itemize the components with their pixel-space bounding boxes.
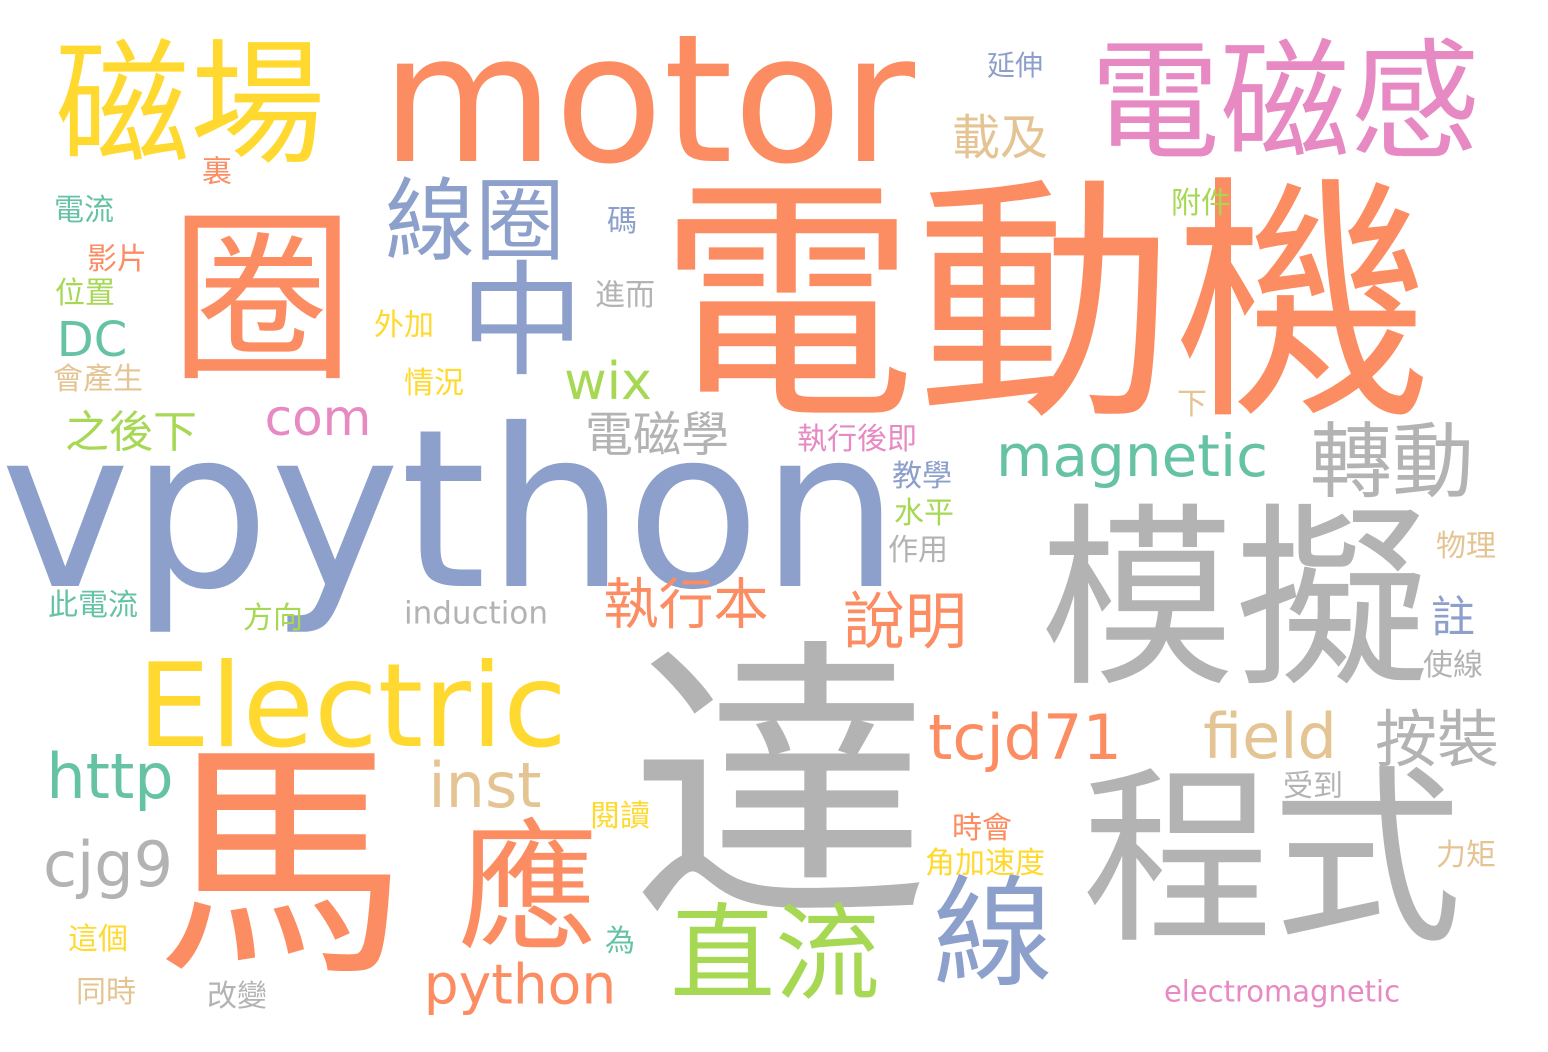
word-vpython: vpython: [0, 382, 900, 638]
word-zhixingben: 執行本: [603, 572, 769, 637]
word-jiaojiasudu: 角加速度: [925, 846, 1045, 881]
word-electric: Electric: [137, 639, 567, 774]
word-induction: induction: [403, 595, 549, 632]
word-xia: 下: [1177, 387, 1207, 422]
word-electromagnetic: electromagnetic: [1163, 974, 1401, 1009]
word-zhege: 這個: [68, 922, 128, 957]
word-cjg9: cjg9: [42, 828, 174, 901]
word-xianquan: 線圈: [385, 169, 565, 274]
word-fujian: 附件: [1171, 186, 1231, 221]
word-shoudao: 受到: [1283, 769, 1343, 804]
word-magnetic: magnetic: [995, 422, 1269, 490]
word-chengshi: 程式: [1081, 749, 1463, 970]
word-yanshen: 延伸: [986, 49, 1044, 82]
word-http: http: [46, 740, 174, 813]
word-jiner: 進而: [595, 278, 655, 313]
word-zuoyong: 作用: [888, 533, 948, 568]
word-diancixue: 電磁學: [584, 407, 730, 463]
word-dianliu: 電流: [54, 193, 114, 228]
word-zhixinghouji: 執行後即: [797, 422, 917, 457]
word-shixian: 使線: [1423, 648, 1483, 683]
word-liju: 力矩: [1436, 838, 1496, 873]
word-li: 裏: [196, 155, 231, 185]
word-tcjd71: tcjd71: [928, 701, 1122, 774]
word-jiaoxue: 教學: [892, 459, 952, 494]
word-shuiping: 水平: [894, 496, 954, 531]
word-weizhi: 位置: [55, 276, 115, 311]
word-com: com: [264, 389, 372, 447]
word-zhu: 註: [1431, 592, 1475, 643]
word-yuedu: 閱讀: [590, 799, 650, 834]
word-qingkuang: 情況: [404, 366, 464, 401]
word-ma2: 碼: [607, 204, 637, 239]
word-cidianliu: 此電流: [48, 588, 138, 623]
word-moni: 模擬: [1040, 486, 1430, 714]
word-da: 達: [630, 615, 930, 964]
word-motor: motor: [380, 0, 916, 203]
word-tongshi: 同時: [76, 975, 136, 1010]
word-yingpian: 影片: [87, 242, 147, 277]
word-zhihouxia: 之後下: [65, 407, 197, 458]
word-diandongji: 電動機: [658, 155, 1432, 455]
word-fangxiang: 方向: [243, 601, 303, 636]
word-shuoming: 說明: [842, 585, 968, 658]
word-wei: 為: [605, 924, 635, 959]
word-diancigan: 電磁感: [1089, 26, 1481, 178]
word-inst: inst: [428, 749, 542, 822]
word-cichang: 磁場: [55, 26, 325, 184]
word-field: field: [1203, 700, 1337, 773]
word-ying: 應: [457, 808, 599, 971]
word-waijia: 外加: [374, 308, 434, 343]
word-wix: wix: [564, 352, 652, 412]
word-anzhuang: 按裝: [1374, 703, 1500, 776]
word-shihui: 時會: [952, 811, 1012, 846]
word-zhong: 中: [459, 250, 585, 394]
word-xian: 線: [933, 865, 1053, 1004]
word-zhiliu: 直流: [669, 893, 881, 1016]
word-zaiji: 載及: [951, 110, 1049, 166]
word-python: python: [423, 952, 617, 1017]
word-ma: 馬: [157, 719, 407, 1010]
word-wuli: 物理: [1436, 529, 1496, 564]
word-gaibian: 改變: [207, 979, 267, 1014]
word-quan: 圈: [169, 191, 355, 408]
word-dc: DC: [56, 312, 128, 368]
word-zhuandong: 轉動: [1309, 415, 1475, 510]
word-huichansheng: 會產生: [53, 362, 143, 397]
